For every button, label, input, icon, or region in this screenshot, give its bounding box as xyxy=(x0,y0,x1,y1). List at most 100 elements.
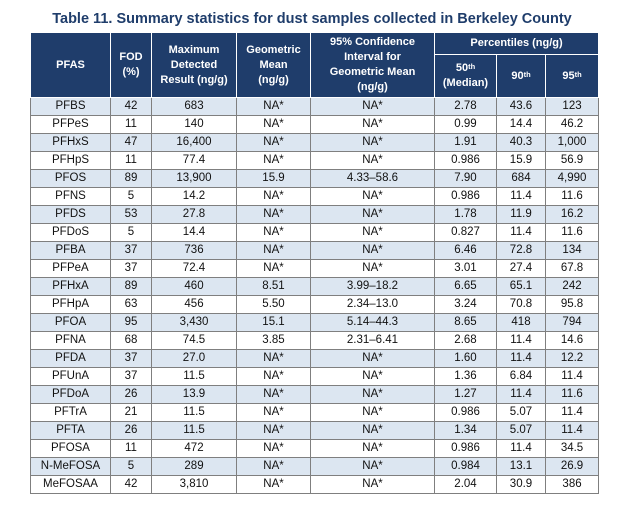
cell-p95: 11.6 xyxy=(544,385,600,404)
cell-max-detected: 11.5 xyxy=(151,403,237,422)
cell-pfas: PFDoS xyxy=(30,223,111,242)
cell-max-detected: 27.0 xyxy=(151,349,237,368)
cell-p50: 0.986 xyxy=(434,151,497,170)
cell-pfas: PFDoA xyxy=(30,385,111,404)
cell-confidence-interval: NA* xyxy=(310,349,435,368)
cell-fod: 26 xyxy=(110,385,152,404)
cell-fod: 11 xyxy=(110,115,152,134)
cell-geometric-mean: NA* xyxy=(236,421,311,440)
cell-p90: 30.9 xyxy=(496,475,546,494)
table-row: PFNS 5 14.2 NA* NA* 0.986 11.4 11.6 xyxy=(30,187,600,206)
cell-geometric-mean: NA* xyxy=(236,205,311,224)
cell-p90: 72.8 xyxy=(496,241,546,260)
table-row: PFOSA 11 472 NA* NA* 0.986 11.4 34.5 xyxy=(30,439,600,458)
cell-p95: 11.6 xyxy=(544,223,600,242)
cell-geometric-mean: 5.50 xyxy=(236,295,311,314)
cell-p50: 0.986 xyxy=(434,187,497,206)
cell-p90: 15.9 xyxy=(496,151,546,170)
cell-geometric-mean: 3.85 xyxy=(236,331,311,350)
header-percentiles: Percentiles (ng/g) xyxy=(433,32,600,55)
table-title: Table 11. Summary statistics for dust sa… xyxy=(52,11,572,27)
cell-fod: 21 xyxy=(110,403,152,422)
cell-max-detected: 140 xyxy=(151,115,237,134)
cell-confidence-interval: NA* xyxy=(310,187,435,206)
cell-p90: 11.4 xyxy=(496,349,546,368)
table-row: PFPeS 11 140 NA* NA* 0.99 14.4 46.2 xyxy=(30,115,600,134)
summary-table: PFAS FOD (%) Maximum Detected Result (ng/g)… xyxy=(30,32,600,494)
cell-p95: 4,990 xyxy=(544,169,600,188)
cell-geometric-mean: 15.1 xyxy=(236,313,311,332)
cell-confidence-interval: NA* xyxy=(310,115,435,134)
table-row: PFBA 37 736 NA* NA* 6.46 72.8 134 xyxy=(30,241,600,260)
cell-max-detected: 736 xyxy=(151,241,237,260)
cell-p50: 2.78 xyxy=(434,97,497,116)
cell-max-detected: 472 xyxy=(151,439,237,458)
table-row: PFTrA 21 11.5 NA* NA* 0.986 5.07 11.4 xyxy=(30,403,600,422)
cell-p50: 0.986 xyxy=(434,439,497,458)
cell-p50: 0.986 xyxy=(434,403,497,422)
cell-geometric-mean: 15.9 xyxy=(236,169,311,188)
table-header: PFAS FOD (%) Maximum Detected Result (ng/g)… xyxy=(30,32,600,98)
header-fod: FOD (%) xyxy=(110,32,152,98)
cell-max-detected: 460 xyxy=(151,277,237,296)
table-row: PFHxS 47 16,400 NA* NA* 1.91 40.3 1,000 xyxy=(30,133,600,152)
table-row: PFUnA 37 11.5 NA* NA* 1.36 6.84 11.4 xyxy=(30,367,600,386)
cell-confidence-interval: NA* xyxy=(310,133,435,152)
cell-max-detected: 11.5 xyxy=(151,421,237,440)
cell-fod: 47 xyxy=(110,133,152,152)
cell-geometric-mean: NA* xyxy=(236,457,311,476)
cell-geometric-mean: NA* xyxy=(236,475,311,494)
header-p95: 95th xyxy=(544,54,600,98)
cell-fod: 53 xyxy=(110,205,152,224)
header-pfas: PFAS xyxy=(30,32,111,98)
cell-fod: 11 xyxy=(110,439,152,458)
cell-max-detected: 683 xyxy=(151,97,237,116)
cell-p95: 11.4 xyxy=(544,367,600,386)
table-row: PFNA 68 74.5 3.85 2.31–6.41 2.68 11.4 14.6 xyxy=(30,331,600,350)
cell-p50: 1.78 xyxy=(434,205,497,224)
cell-p90: 11.4 xyxy=(496,385,546,404)
cell-confidence-interval: 4.33–58.6 xyxy=(310,169,435,188)
header-max-detected: Maximum Detected Result (ng/g) xyxy=(151,32,237,98)
cell-p95: 123 xyxy=(544,97,600,116)
cell-pfas: PFOSA xyxy=(30,439,111,458)
cell-p95: 134 xyxy=(544,241,600,260)
cell-max-detected: 14.2 xyxy=(151,187,237,206)
table-row: PFDoS 5 14.4 NA* NA* 0.827 11.4 11.6 xyxy=(30,223,600,242)
cell-geometric-mean: NA* xyxy=(236,349,311,368)
cell-pfas: PFDS xyxy=(30,205,111,224)
cell-max-detected: 456 xyxy=(151,295,237,314)
cell-p95: 14.6 xyxy=(544,331,600,350)
cell-pfas: PFDA xyxy=(30,349,111,368)
cell-p50: 8.65 xyxy=(434,313,497,332)
cell-geometric-mean: NA* xyxy=(236,439,311,458)
cell-p50: 1.34 xyxy=(434,421,497,440)
cell-geometric-mean: NA* xyxy=(236,133,311,152)
table-row: PFOS 89 13,900 15.9 4.33–58.6 7.90 684 4,990 xyxy=(30,169,600,188)
cell-p50: 1.27 xyxy=(434,385,497,404)
table-row: PFPeA 37 72.4 NA* NA* 3.01 27.4 67.8 xyxy=(30,259,600,278)
cell-fod: 5 xyxy=(110,457,152,476)
cell-max-detected: 3,810 xyxy=(151,475,237,494)
cell-p90: 11.4 xyxy=(496,439,546,458)
cell-p50: 6.65 xyxy=(434,277,497,296)
cell-pfas: PFPeA xyxy=(30,259,111,278)
cell-p95: 11.4 xyxy=(544,421,600,440)
cell-fod: 5 xyxy=(110,223,152,242)
cell-geometric-mean: NA* xyxy=(236,259,311,278)
cell-p95: 67.8 xyxy=(544,259,600,278)
cell-geometric-mean: NA* xyxy=(236,115,311,134)
cell-pfas: PFBA xyxy=(30,241,111,260)
cell-p95: 1,000 xyxy=(544,133,600,152)
cell-p90: 65.1 xyxy=(496,277,546,296)
cell-max-detected: 13,900 xyxy=(151,169,237,188)
cell-geometric-mean: NA* xyxy=(236,367,311,386)
cell-pfas: PFUnA xyxy=(30,367,111,386)
cell-fod: 42 xyxy=(110,97,152,116)
cell-confidence-interval: NA* xyxy=(310,205,435,224)
cell-fod: 37 xyxy=(110,241,152,260)
table-row: PFHxA 89 460 8.51 3.99–18.2 6.65 65.1 242 xyxy=(30,277,600,296)
cell-confidence-interval: NA* xyxy=(310,367,435,386)
cell-fod: 5 xyxy=(110,187,152,206)
